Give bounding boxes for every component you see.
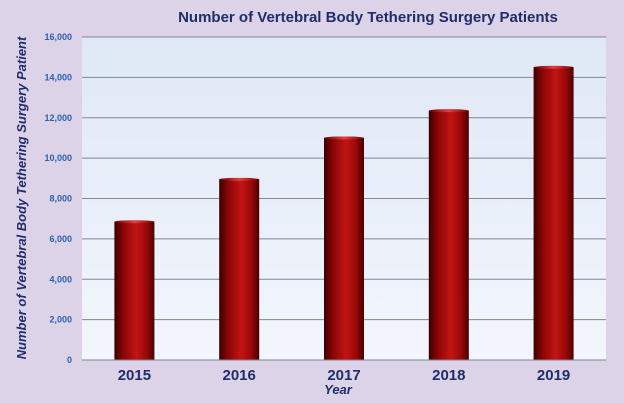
y-tick-label: 14,000 xyxy=(44,72,72,82)
bar-2016 xyxy=(219,179,260,360)
x-tick-label: 2017 xyxy=(327,367,360,384)
bar-2018 xyxy=(428,110,469,360)
y-axis-ticks: 0 2,000 4,000 6,000 8,000 10,000 12,000 14,000 1… xyxy=(44,32,72,365)
bar-top-2018 xyxy=(428,109,469,113)
y-tick-label: 4,000 xyxy=(49,274,72,284)
y-tick-label: 6,000 xyxy=(49,234,72,244)
y-tick-label: 10,000 xyxy=(44,153,72,163)
x-tick-label: 2016 xyxy=(223,367,256,384)
x-tick-label: 2019 xyxy=(537,367,570,384)
bar-2019 xyxy=(533,67,574,360)
y-tick-label: 12,000 xyxy=(44,113,72,123)
x-axis-ticks: 2015 2016 2017 2018 2019 xyxy=(118,367,571,384)
bars xyxy=(114,65,574,360)
bar-top-2016 xyxy=(219,177,260,181)
x-tick-label: 2015 xyxy=(118,367,151,384)
bar-top-2019 xyxy=(533,65,574,69)
bar-2017 xyxy=(324,137,364,360)
y-tick-label: 16,000 xyxy=(44,32,72,42)
chart-title: Number of Vertebral Body Tethering Surge… xyxy=(178,9,558,26)
bar-top-2017 xyxy=(324,136,364,140)
y-tick-label: 8,000 xyxy=(49,194,72,204)
y-tick-label: 2,000 xyxy=(49,315,72,325)
bar-top-2015 xyxy=(114,220,155,224)
y-axis-label: Number of Vertebral Body Tethering Surge… xyxy=(14,36,29,359)
x-tick-label: 2018 xyxy=(432,367,465,384)
y-tick-label: 0 xyxy=(67,355,72,365)
x-axis-label: Year xyxy=(324,382,353,397)
bar-2015 xyxy=(114,221,155,360)
